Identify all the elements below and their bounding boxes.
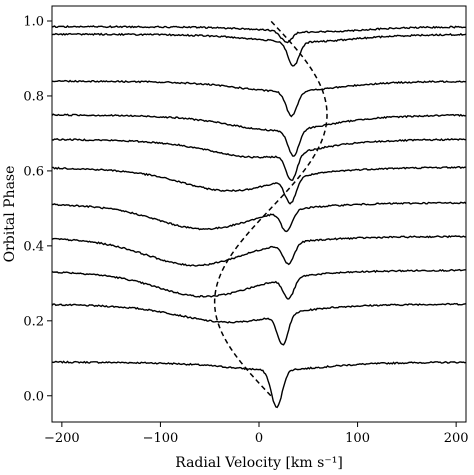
spectrum-line	[52, 138, 466, 181]
y-tick-label: 0.6	[23, 164, 44, 179]
x-tick-label: 0	[255, 431, 263, 446]
spectrum-line	[52, 32, 466, 67]
x-tick-label: 100	[345, 431, 370, 446]
spectrum-line	[52, 79, 466, 118]
spectrum-line	[52, 302, 466, 346]
x-tick-label: −100	[143, 431, 179, 446]
x-axis-label: Radial Velocity [km s⁻¹]	[175, 455, 343, 471]
spectrum-line	[52, 166, 466, 205]
spectrum-line	[52, 268, 466, 300]
spectrum-line	[52, 113, 466, 157]
x-axis: −200 −100 0 100 200	[44, 422, 469, 446]
plot-frame	[51, 5, 467, 423]
spectrum-line	[52, 25, 466, 44]
spectrum-line	[52, 235, 466, 267]
y-tick-label: 0.2	[23, 314, 44, 329]
y-tick-label: 0.4	[23, 239, 44, 254]
radial-velocity-curve	[213, 20, 328, 397]
plot-content	[52, 20, 466, 409]
y-axis-label: Orbital Phase	[2, 166, 18, 263]
x-tick-label: −200	[44, 431, 80, 446]
spectrum-line	[52, 201, 466, 233]
spectrum-line	[52, 360, 466, 409]
y-tick-label: 0.8	[23, 89, 44, 104]
y-axis: 0.0 0.2 0.4 0.6 0.8 1.0	[23, 14, 52, 404]
y-tick-label: 1.0	[23, 14, 44, 29]
y-tick-label: 0.0	[23, 389, 44, 404]
x-tick-label: 200	[444, 431, 469, 446]
